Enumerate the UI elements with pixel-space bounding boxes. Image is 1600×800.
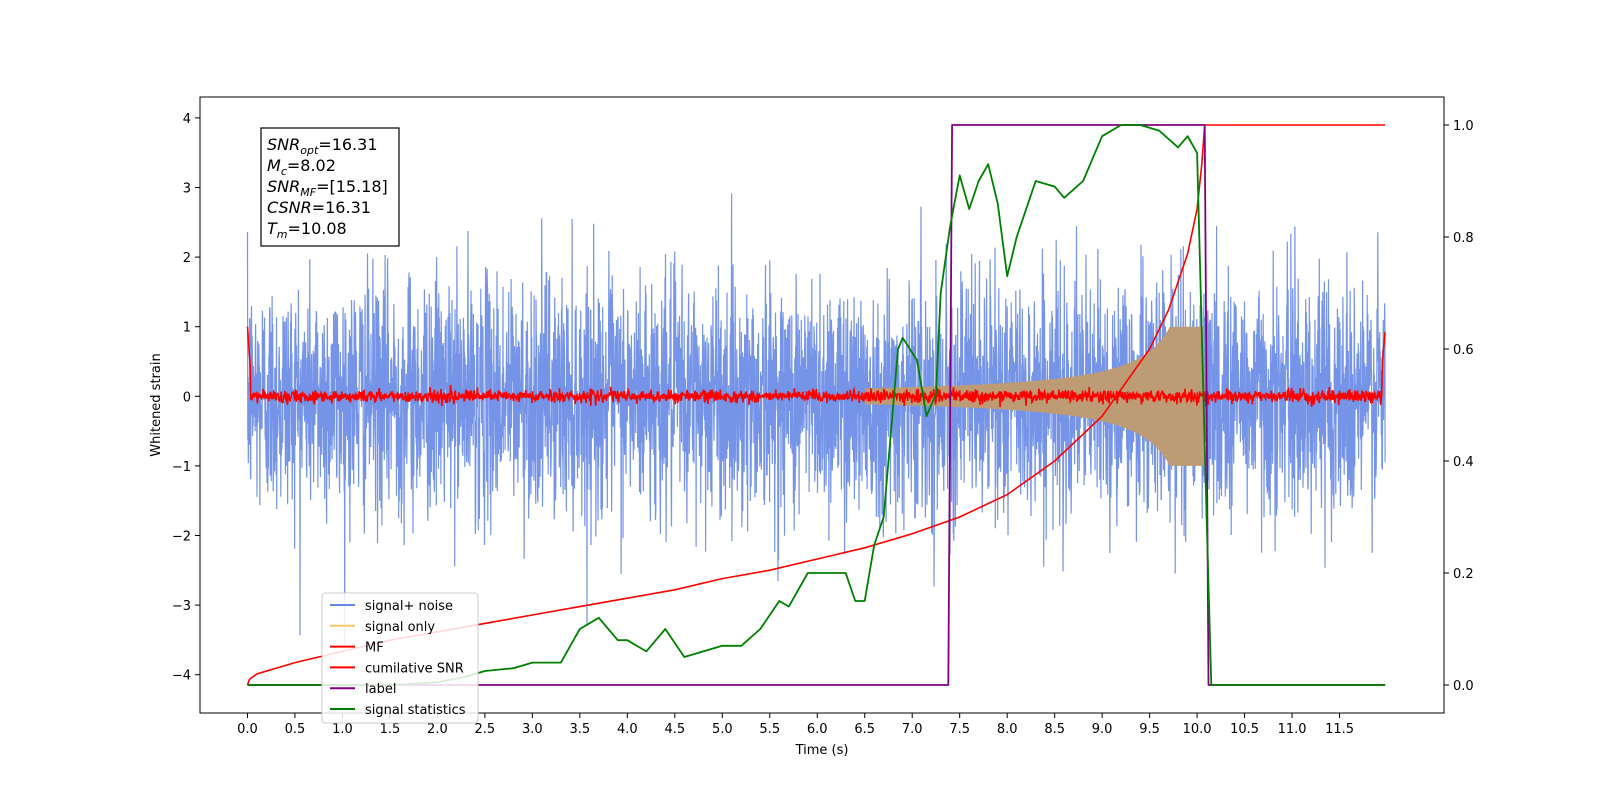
x-tick-label: 5.0 bbox=[712, 722, 733, 737]
series-mf bbox=[246, 326, 1386, 408]
annotation-line: Mc=8.02 bbox=[267, 156, 336, 178]
y-axis-right: 0.0 0.2 0.4 0.6 0.8 1.0 bbox=[1444, 119, 1474, 694]
x-tick-label: 8.5 bbox=[1044, 722, 1065, 737]
x-tick-label: 1.0 bbox=[332, 722, 353, 737]
y-tick-label: −3 bbox=[172, 599, 191, 614]
x-tick-label: 5.5 bbox=[759, 722, 780, 737]
y-tick-label: −1 bbox=[172, 460, 191, 475]
annotation-line: CSNR=16.31 bbox=[267, 198, 371, 217]
x-tick-label: 0.0 bbox=[237, 722, 258, 737]
y-axis-left: −4 −3 −2 −1 0 1 2 3 4 bbox=[172, 112, 200, 684]
x-tick-label: 3.0 bbox=[522, 722, 543, 737]
y-tick-label: −4 bbox=[172, 669, 191, 684]
x-axis: 0.0 0.5 1.0 1.5 2.0 2.5 3.0 3.5 4.0 4.5 5.0 5.5 6.0 6… bbox=[237, 713, 1354, 737]
annotation-line: Tm=10.08 bbox=[267, 219, 347, 241]
x-tick-label: 7.0 bbox=[902, 722, 923, 737]
annotation-line: SNRopt=16.31 bbox=[267, 135, 378, 157]
x-tick-label: 9.5 bbox=[1139, 722, 1160, 737]
legend-frame bbox=[321, 592, 479, 724]
y2-tick-label: 1.0 bbox=[1453, 119, 1474, 134]
legend-entry: signal only bbox=[365, 620, 435, 635]
series-signal-statistics bbox=[247, 124, 1386, 686]
y2-tick-label: 0.4 bbox=[1453, 455, 1474, 470]
x-tick-label: 4.0 bbox=[617, 722, 638, 737]
annotation-box: SNRopt=16.31Mc=8.02SNRMF=[15.18]CSNR=16.… bbox=[260, 127, 400, 247]
x-tick-label: 4.5 bbox=[664, 722, 685, 737]
x-tick-label: 7.5 bbox=[949, 722, 970, 737]
y2-tick-label: 0.8 bbox=[1453, 231, 1474, 246]
x-tick-label: 9.0 bbox=[1092, 722, 1113, 737]
legend: signal+ noise signal only MF cumilative SNR… bbox=[321, 592, 479, 724]
x-tick-label: 1.5 bbox=[380, 722, 401, 737]
series-signal-noise bbox=[246, 193, 1386, 645]
y2-tick-label: 0.2 bbox=[1453, 567, 1474, 582]
x-tick-label: 6.0 bbox=[807, 722, 828, 737]
x-tick-label: 0.5 bbox=[285, 722, 306, 737]
y-tick-label: 0 bbox=[183, 390, 191, 405]
legend-entry: label bbox=[365, 682, 396, 697]
y-tick-label: 1 bbox=[183, 321, 191, 336]
legend-entry: signal statistics bbox=[365, 703, 466, 718]
y-tick-label: 4 bbox=[183, 112, 191, 127]
x-tick-label: 11.0 bbox=[1278, 722, 1307, 737]
legend-entry: cumilative SNR bbox=[365, 661, 464, 676]
y-axis-label: Whitened strain bbox=[149, 353, 164, 456]
x-tick-label: 10.5 bbox=[1230, 722, 1259, 737]
axes-frame bbox=[199, 96, 1445, 714]
annotation-frame bbox=[260, 127, 400, 247]
x-tick-label: 3.5 bbox=[570, 722, 591, 737]
legend-entry: MF bbox=[365, 641, 384, 656]
annotation-line: SNRMF=[15.18] bbox=[267, 177, 388, 199]
x-tick-label: 11.5 bbox=[1325, 722, 1354, 737]
x-tick-label: 8.0 bbox=[997, 722, 1018, 737]
x-tick-label: 10.0 bbox=[1183, 722, 1212, 737]
x-tick-label: 2.5 bbox=[475, 722, 496, 737]
y2-tick-label: 0.6 bbox=[1453, 343, 1474, 358]
y-tick-label: 2 bbox=[183, 251, 191, 266]
y-tick-label: −2 bbox=[172, 530, 191, 545]
y-tick-label: 3 bbox=[183, 181, 191, 196]
x-axis-label: Time (s) bbox=[795, 743, 849, 758]
y2-tick-label: 0.0 bbox=[1453, 679, 1474, 694]
x-tick-label: 2.0 bbox=[427, 722, 448, 737]
legend-entry: signal+ noise bbox=[365, 599, 453, 614]
x-tick-label: 6.5 bbox=[854, 722, 875, 737]
